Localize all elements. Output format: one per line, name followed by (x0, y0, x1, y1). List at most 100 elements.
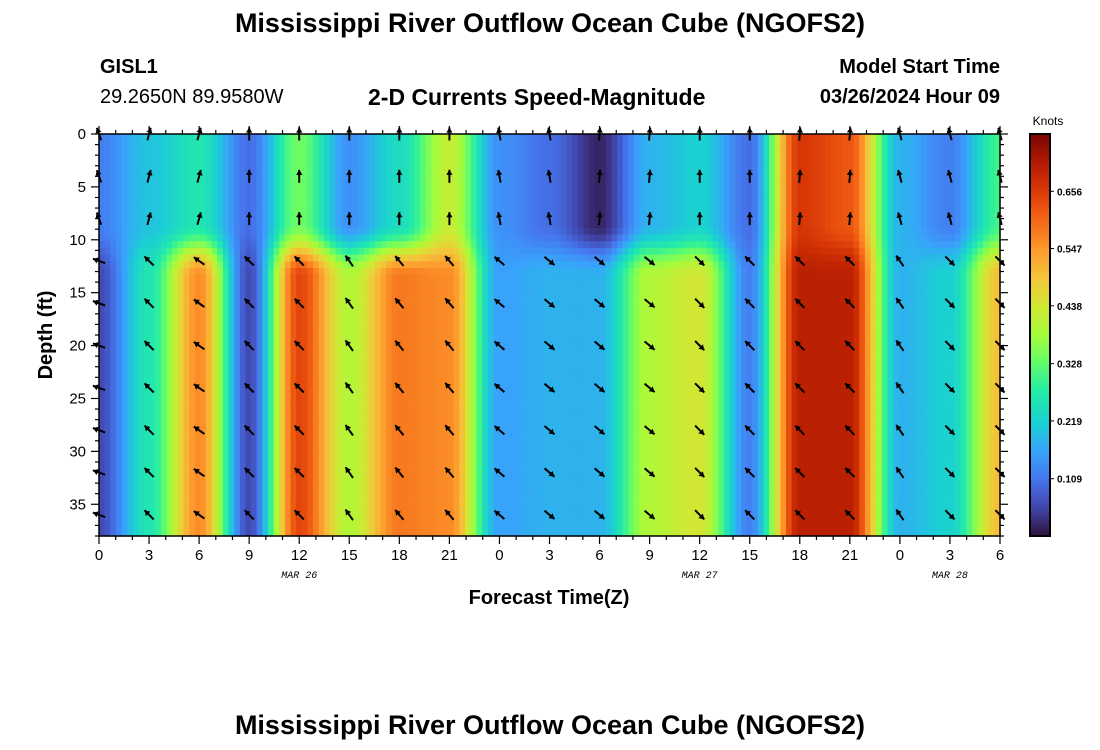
heatmap-cell (639, 147, 646, 155)
heatmap-cell (172, 241, 179, 249)
heatmap-cell (177, 207, 185, 215)
heatmap-cell (915, 134, 922, 142)
heatmap-cell (425, 160, 432, 169)
heatmap-cell (166, 247, 173, 256)
heatmap-cell (971, 234, 979, 242)
heatmap-cell (307, 254, 314, 262)
heatmap-cell (296, 308, 303, 316)
heatmap-cell (459, 274, 466, 282)
heatmap-cell (560, 214, 567, 222)
heatmap-cell (757, 134, 765, 142)
heatmap-cell (633, 274, 641, 282)
heatmap-cell (577, 214, 584, 222)
heatmap-cell (493, 308, 500, 316)
heatmap-cell (876, 281, 883, 289)
heatmap-cell (921, 214, 928, 222)
heatmap-cell (847, 147, 855, 155)
heatmap-cell (543, 154, 551, 162)
heatmap-cell (893, 201, 900, 209)
heatmap-cell (144, 321, 151, 329)
heatmap-cell (876, 321, 883, 329)
heatmap-cell (983, 201, 990, 209)
heatmap-cell (183, 187, 190, 195)
heatmap-cell (757, 335, 765, 343)
heatmap-cell (572, 301, 579, 309)
heatmap-cell (296, 201, 303, 209)
heatmap-cell (431, 281, 438, 289)
heatmap-cell (645, 201, 652, 209)
heatmap-cell (341, 140, 348, 148)
heatmap-cell (115, 221, 123, 229)
heatmap-cell (532, 294, 539, 303)
heatmap-cell (386, 308, 393, 316)
heatmap-cell (802, 268, 810, 276)
heatmap-cell (802, 187, 810, 195)
heatmap-cell (588, 174, 596, 182)
heatmap-cell (318, 160, 325, 169)
heatmap-cell (363, 187, 370, 195)
heatmap-cell (301, 167, 308, 175)
heatmap-cell (194, 180, 201, 189)
heatmap-cell (448, 241, 455, 249)
heatmap-cell (701, 274, 708, 282)
heatmap-cell (887, 187, 894, 195)
heatmap-cell (335, 321, 342, 329)
heatmap-cell (876, 314, 883, 323)
heatmap-cell (932, 294, 939, 303)
heatmap-cell (971, 241, 979, 249)
heatmap-cell (335, 234, 342, 242)
heatmap-cell (341, 308, 348, 316)
heatmap-cell (864, 301, 872, 309)
heatmap-cell (814, 194, 821, 202)
heatmap-cell (707, 308, 714, 316)
heatmap-cell (408, 314, 415, 323)
heatmap-cell (690, 140, 697, 148)
heatmap-cell (419, 187, 427, 195)
heatmap-cell (572, 207, 579, 215)
heatmap-cell (662, 154, 669, 162)
heatmap-cell (481, 180, 489, 189)
heatmap-cell (312, 321, 320, 329)
heatmap-cell (493, 288, 500, 296)
heatmap-cell (847, 308, 855, 316)
heatmap-cell (166, 328, 173, 336)
heatmap-cell (369, 167, 376, 175)
heatmap-cell (617, 180, 624, 189)
heatmap-cell (431, 274, 438, 282)
heatmap-cell (566, 268, 573, 276)
heatmap-cell (222, 214, 230, 222)
heatmap-cell (926, 247, 934, 256)
heatmap-cell (391, 180, 399, 189)
heatmap-cell (819, 214, 827, 222)
heatmap-cell (296, 335, 303, 343)
heatmap-cell (543, 281, 551, 289)
heatmap-cell (881, 214, 888, 222)
heatmap-cell (504, 268, 511, 276)
heatmap-cell (403, 167, 410, 175)
heatmap-cell (425, 194, 432, 202)
heatmap-cell (588, 288, 596, 296)
heatmap-cell (183, 214, 190, 222)
heatmap-cell (104, 294, 111, 303)
heatmap-cell (943, 247, 950, 256)
heatmap-cell (138, 234, 145, 242)
heatmap-cell (408, 160, 415, 169)
heatmap-cell (228, 247, 235, 256)
heatmap-cell (448, 154, 455, 162)
heatmap-cell (160, 147, 168, 155)
heatmap-cell (628, 147, 635, 155)
heatmap-cell (836, 288, 843, 296)
heatmap-cell (273, 247, 280, 256)
heatmap-cell (115, 301, 123, 309)
heatmap-cell (628, 314, 635, 323)
heatmap-cell (476, 221, 483, 229)
heatmap-cell (904, 154, 911, 162)
heatmap-cell (966, 160, 973, 169)
heatmap-cell (403, 274, 410, 282)
heatmap-cell (465, 207, 472, 215)
heatmap-cell (543, 294, 551, 303)
heatmap-cell (712, 335, 720, 343)
heatmap-cell (808, 288, 815, 296)
heatmap-cell (403, 201, 410, 209)
heatmap-cell (966, 247, 973, 256)
